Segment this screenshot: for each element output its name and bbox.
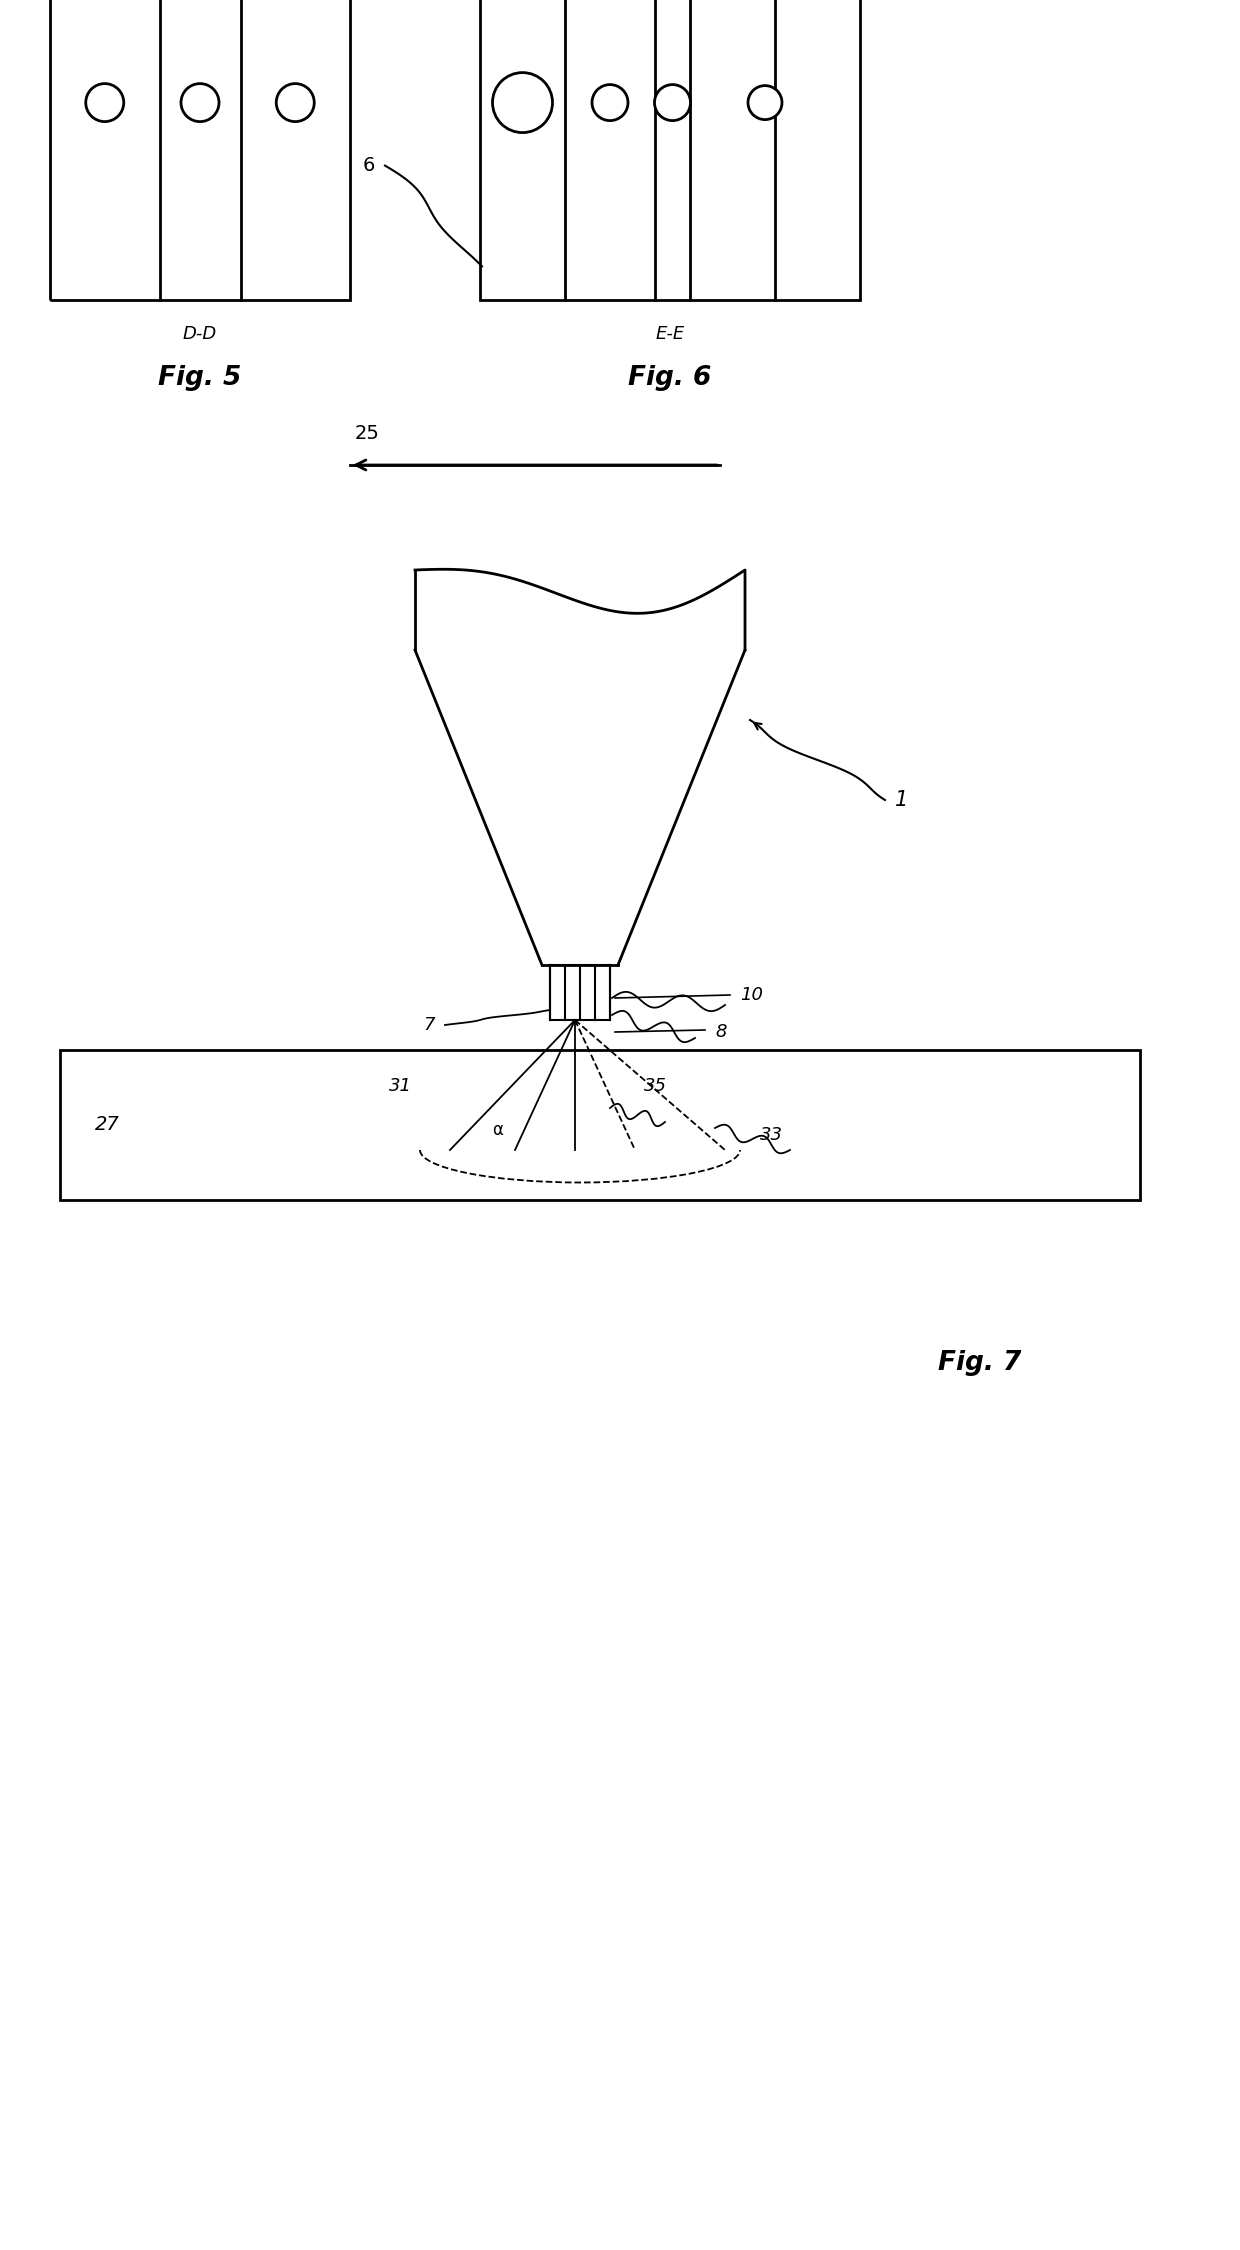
Circle shape [277, 83, 314, 122]
Text: 31: 31 [388, 1078, 412, 1096]
Circle shape [655, 86, 691, 122]
Text: 6: 6 [362, 155, 374, 176]
Text: E-E: E-E [656, 324, 684, 342]
Circle shape [86, 83, 124, 122]
Circle shape [748, 86, 782, 119]
Bar [60, 1051, 1140, 1199]
Bar [50, 0, 160, 299]
Text: 27: 27 [95, 1116, 120, 1134]
Text: α: α [492, 1120, 503, 1138]
Text: 33: 33 [760, 1125, 782, 1143]
Text: D-D: D-D [182, 324, 217, 342]
Bar [50, 0, 350, 299]
Polygon shape [415, 569, 745, 965]
Bar [480, 0, 861, 299]
Circle shape [181, 83, 219, 122]
Text: Fig. 6: Fig. 6 [629, 364, 712, 391]
Text: 7: 7 [424, 1017, 435, 1035]
Text: 35: 35 [644, 1078, 667, 1096]
Circle shape [492, 72, 553, 133]
Text: 1: 1 [895, 790, 908, 810]
Text: Fig. 7: Fig. 7 [939, 1350, 1022, 1377]
Text: Fig. 5: Fig. 5 [159, 364, 242, 391]
Bar [241, 0, 350, 299]
Text: 25: 25 [355, 423, 379, 443]
Text: 8: 8 [715, 1024, 727, 1042]
Text: 10: 10 [740, 986, 763, 1004]
Bar [160, 0, 241, 299]
Circle shape [591, 86, 627, 122]
